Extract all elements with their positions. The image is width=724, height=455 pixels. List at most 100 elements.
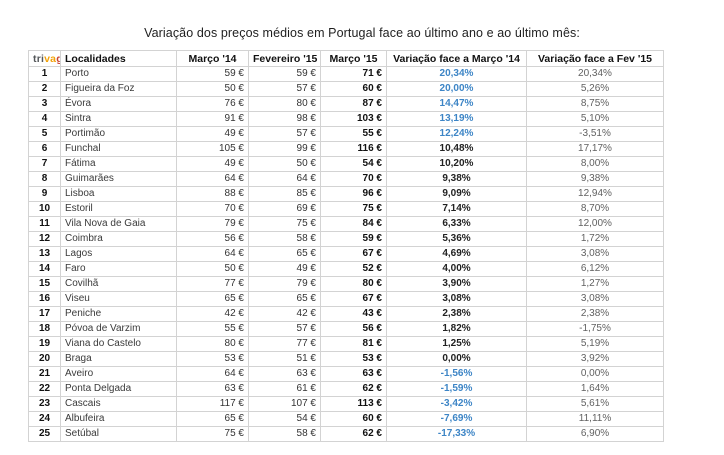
cell-var-mes: -1,75% bbox=[526, 321, 664, 337]
cell-rank: 7 bbox=[28, 156, 61, 172]
table-row: 7 Fátima 49 € 50 € 54 € 10,20% 8,00% bbox=[28, 156, 664, 172]
table-row: 14 Faro 50 € 49 € 52 € 4,00% 6,12% bbox=[28, 261, 664, 277]
cell-var-ano: -1,56% bbox=[386, 366, 527, 382]
cell-marco14-price: 65 € bbox=[176, 291, 249, 307]
table-row: 19 Viana do Castelo 80 € 77 € 81 € 1,25%… bbox=[28, 336, 664, 352]
cell-fev15-price: 57 € bbox=[248, 126, 321, 142]
cell-var-mes: 8,75% bbox=[526, 96, 664, 112]
cell-marco15-price: 55 € bbox=[320, 126, 387, 142]
cell-city: Faro bbox=[60, 261, 177, 277]
cell-fev15-price: 80 € bbox=[248, 96, 321, 112]
table-row: 3 Évora 76 € 80 € 87 € 14,47% 8,75% bbox=[28, 96, 664, 112]
cell-city: Póvoa de Varzim bbox=[60, 321, 177, 337]
trivago-logo: trivago bbox=[28, 50, 61, 67]
cell-var-mes: 1,64% bbox=[526, 381, 664, 397]
cell-var-ano: 20,34% bbox=[386, 66, 527, 82]
cell-marco15-price: 62 € bbox=[320, 426, 387, 442]
table-row: 2 Figueira da Foz 50 € 57 € 60 € 20,00% … bbox=[28, 81, 664, 97]
cell-marco15-price: 67 € bbox=[320, 246, 387, 262]
col-header-localidades: Localidades bbox=[60, 50, 177, 67]
cell-var-ano: 14,47% bbox=[386, 96, 527, 112]
cell-rank: 21 bbox=[28, 366, 61, 382]
prices-table: trivago Localidades Março '14 Fevereiro … bbox=[28, 50, 664, 442]
cell-var-ano: -3,42% bbox=[386, 396, 527, 412]
table-row: 8 Guimarães 64 € 64 € 70 € 9,38% 9,38% bbox=[28, 171, 664, 187]
cell-var-mes: 1,72% bbox=[526, 231, 664, 247]
cell-fev15-price: 59 € bbox=[248, 66, 321, 82]
cell-marco14-price: 65 € bbox=[176, 411, 249, 427]
table-row: 12 Coimbra 56 € 58 € 59 € 5,36% 1,72% bbox=[28, 231, 664, 247]
cell-var-mes: 2,38% bbox=[526, 306, 664, 322]
cell-city: Lagos bbox=[60, 246, 177, 262]
cell-city: Viana do Castelo bbox=[60, 336, 177, 352]
table-row: 13 Lagos 64 € 65 € 67 € 4,69% 3,08% bbox=[28, 246, 664, 262]
cell-fev15-price: 98 € bbox=[248, 111, 321, 127]
cell-city: Sintra bbox=[60, 111, 177, 127]
cell-fev15-price: 58 € bbox=[248, 426, 321, 442]
cell-var-ano: 3,08% bbox=[386, 291, 527, 307]
cell-rank: 24 bbox=[28, 411, 61, 427]
cell-marco15-price: 60 € bbox=[320, 411, 387, 427]
cell-rank: 19 bbox=[28, 336, 61, 352]
cell-var-ano: -7,69% bbox=[386, 411, 527, 427]
cell-marco14-price: 53 € bbox=[176, 351, 249, 367]
cell-var-mes: 3,92% bbox=[526, 351, 664, 367]
cell-rank: 5 bbox=[28, 126, 61, 142]
cell-marco14-price: 63 € bbox=[176, 381, 249, 397]
cell-city: Coimbra bbox=[60, 231, 177, 247]
cell-rank: 13 bbox=[28, 246, 61, 262]
cell-var-ano: 20,00% bbox=[386, 81, 527, 97]
cell-marco15-price: 43 € bbox=[320, 306, 387, 322]
cell-marco14-price: 64 € bbox=[176, 171, 249, 187]
cell-fev15-price: 54 € bbox=[248, 411, 321, 427]
cell-marco14-price: 55 € bbox=[176, 321, 249, 337]
cell-var-ano: 12,24% bbox=[386, 126, 527, 142]
cell-marco14-price: 70 € bbox=[176, 201, 249, 217]
cell-marco15-price: 103 € bbox=[320, 111, 387, 127]
cell-fev15-price: 65 € bbox=[248, 246, 321, 262]
cell-var-mes: 3,08% bbox=[526, 246, 664, 262]
cell-rank: 4 bbox=[28, 111, 61, 127]
table-row: 17 Peniche 42 € 42 € 43 € 2,38% 2,38% bbox=[28, 306, 664, 322]
cell-fev15-price: 63 € bbox=[248, 366, 321, 382]
cell-fev15-price: 57 € bbox=[248, 81, 321, 97]
cell-marco15-price: 59 € bbox=[320, 231, 387, 247]
cell-rank: 22 bbox=[28, 381, 61, 397]
cell-var-ano: 5,36% bbox=[386, 231, 527, 247]
cell-fev15-price: 107 € bbox=[248, 396, 321, 412]
logo-part-go: go bbox=[56, 53, 59, 65]
table-body: 1 Porto 59 € 59 € 71 € 20,34% 20,34% 2 F… bbox=[28, 66, 664, 442]
cell-marco14-price: 76 € bbox=[176, 96, 249, 112]
cell-city: Porto bbox=[60, 66, 177, 82]
cell-var-ano: 2,38% bbox=[386, 306, 527, 322]
cell-fev15-price: 85 € bbox=[248, 186, 321, 202]
table-row: 22 Ponta Delgada 63 € 61 € 62 € -1,59% 1… bbox=[28, 381, 664, 397]
cell-rank: 3 bbox=[28, 96, 61, 112]
cell-var-mes: 12,94% bbox=[526, 186, 664, 202]
cell-city: Albufeira bbox=[60, 411, 177, 427]
cell-marco14-price: 75 € bbox=[176, 426, 249, 442]
cell-var-ano: 13,19% bbox=[386, 111, 527, 127]
cell-var-mes: 6,90% bbox=[526, 426, 664, 442]
table-row: 24 Albufeira 65 € 54 € 60 € -7,69% 11,11… bbox=[28, 411, 664, 427]
cell-fev15-price: 58 € bbox=[248, 231, 321, 247]
cell-rank: 10 bbox=[28, 201, 61, 217]
cell-city: Lisboa bbox=[60, 186, 177, 202]
cell-fev15-price: 51 € bbox=[248, 351, 321, 367]
cell-marco15-price: 84 € bbox=[320, 216, 387, 232]
table-row: 21 Aveiro 64 € 63 € 63 € -1,56% 0,00% bbox=[28, 366, 664, 382]
cell-fev15-price: 99 € bbox=[248, 141, 321, 157]
cell-rank: 23 bbox=[28, 396, 61, 412]
table-row: 1 Porto 59 € 59 € 71 € 20,34% 20,34% bbox=[28, 66, 664, 82]
cell-city: Guimarães bbox=[60, 171, 177, 187]
cell-var-ano: 7,14% bbox=[386, 201, 527, 217]
logo-part-va: va bbox=[44, 52, 57, 65]
cell-fev15-price: 50 € bbox=[248, 156, 321, 172]
cell-marco14-price: 50 € bbox=[176, 261, 249, 277]
cell-rank: 9 bbox=[28, 186, 61, 202]
table-row: 10 Estoril 70 € 69 € 75 € 7,14% 8,70% bbox=[28, 201, 664, 217]
cell-rank: 15 bbox=[28, 276, 61, 292]
cell-marco15-price: 52 € bbox=[320, 261, 387, 277]
cell-var-ano: -17,33% bbox=[386, 426, 527, 442]
table-row: 16 Viseu 65 € 65 € 67 € 3,08% 3,08% bbox=[28, 291, 664, 307]
